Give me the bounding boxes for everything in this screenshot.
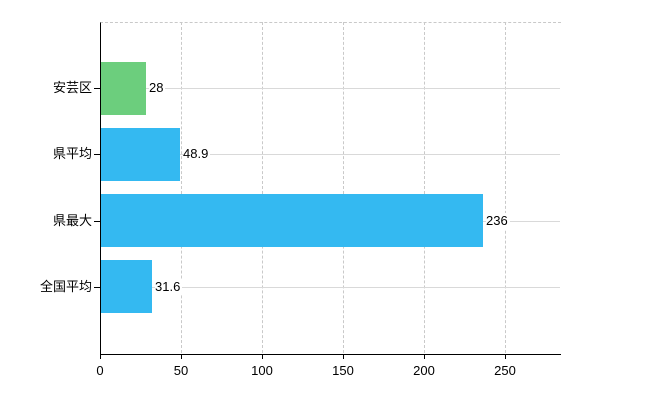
bar-value-label: 48.9	[183, 146, 211, 162]
y-axis-tick	[94, 154, 100, 155]
x-axis-tick	[424, 354, 425, 359]
y-axis-category-label: 県平均	[52, 146, 92, 161]
x-axis-tick	[343, 354, 344, 359]
bar-value-label: 28	[149, 80, 166, 96]
vertical-gridline	[504, 22, 506, 353]
y-axis-tick	[94, 221, 100, 222]
x-axis-tick-label: 50	[173, 363, 189, 378]
bar	[101, 128, 180, 181]
x-axis-tick-label: 0	[96, 363, 104, 378]
y-axis-tick	[94, 88, 100, 89]
x-axis-tick	[181, 354, 182, 359]
x-axis-tick-label: 100	[251, 363, 273, 378]
horizontal-gridline	[101, 88, 560, 89]
bar	[101, 194, 483, 247]
y-axis-category-label: 安芸区	[52, 80, 92, 95]
y-axis-category-label: 全国平均	[39, 279, 92, 294]
bar	[101, 260, 152, 313]
x-axis-tick	[100, 354, 101, 359]
x-axis-tick-label: 150	[332, 363, 354, 378]
y-axis-tick	[94, 287, 100, 288]
x-axis-tick-label: 250	[494, 363, 516, 378]
x-axis-tick	[505, 354, 506, 359]
vertical-gridline	[342, 22, 344, 353]
bar-value-label: 31.6	[155, 279, 183, 295]
x-axis-tick	[262, 354, 263, 359]
bar-value-label: 236	[486, 213, 510, 229]
horizontal-gridline	[101, 287, 560, 288]
horizontal-gridline	[101, 154, 560, 155]
plot-area	[100, 22, 561, 355]
bar	[101, 62, 146, 115]
x-axis-tick-label: 200	[413, 363, 435, 378]
vertical-gridline	[180, 22, 182, 353]
vertical-gridline	[423, 22, 425, 353]
vertical-gridline	[261, 22, 263, 353]
y-axis-category-label: 県最大	[52, 213, 92, 228]
